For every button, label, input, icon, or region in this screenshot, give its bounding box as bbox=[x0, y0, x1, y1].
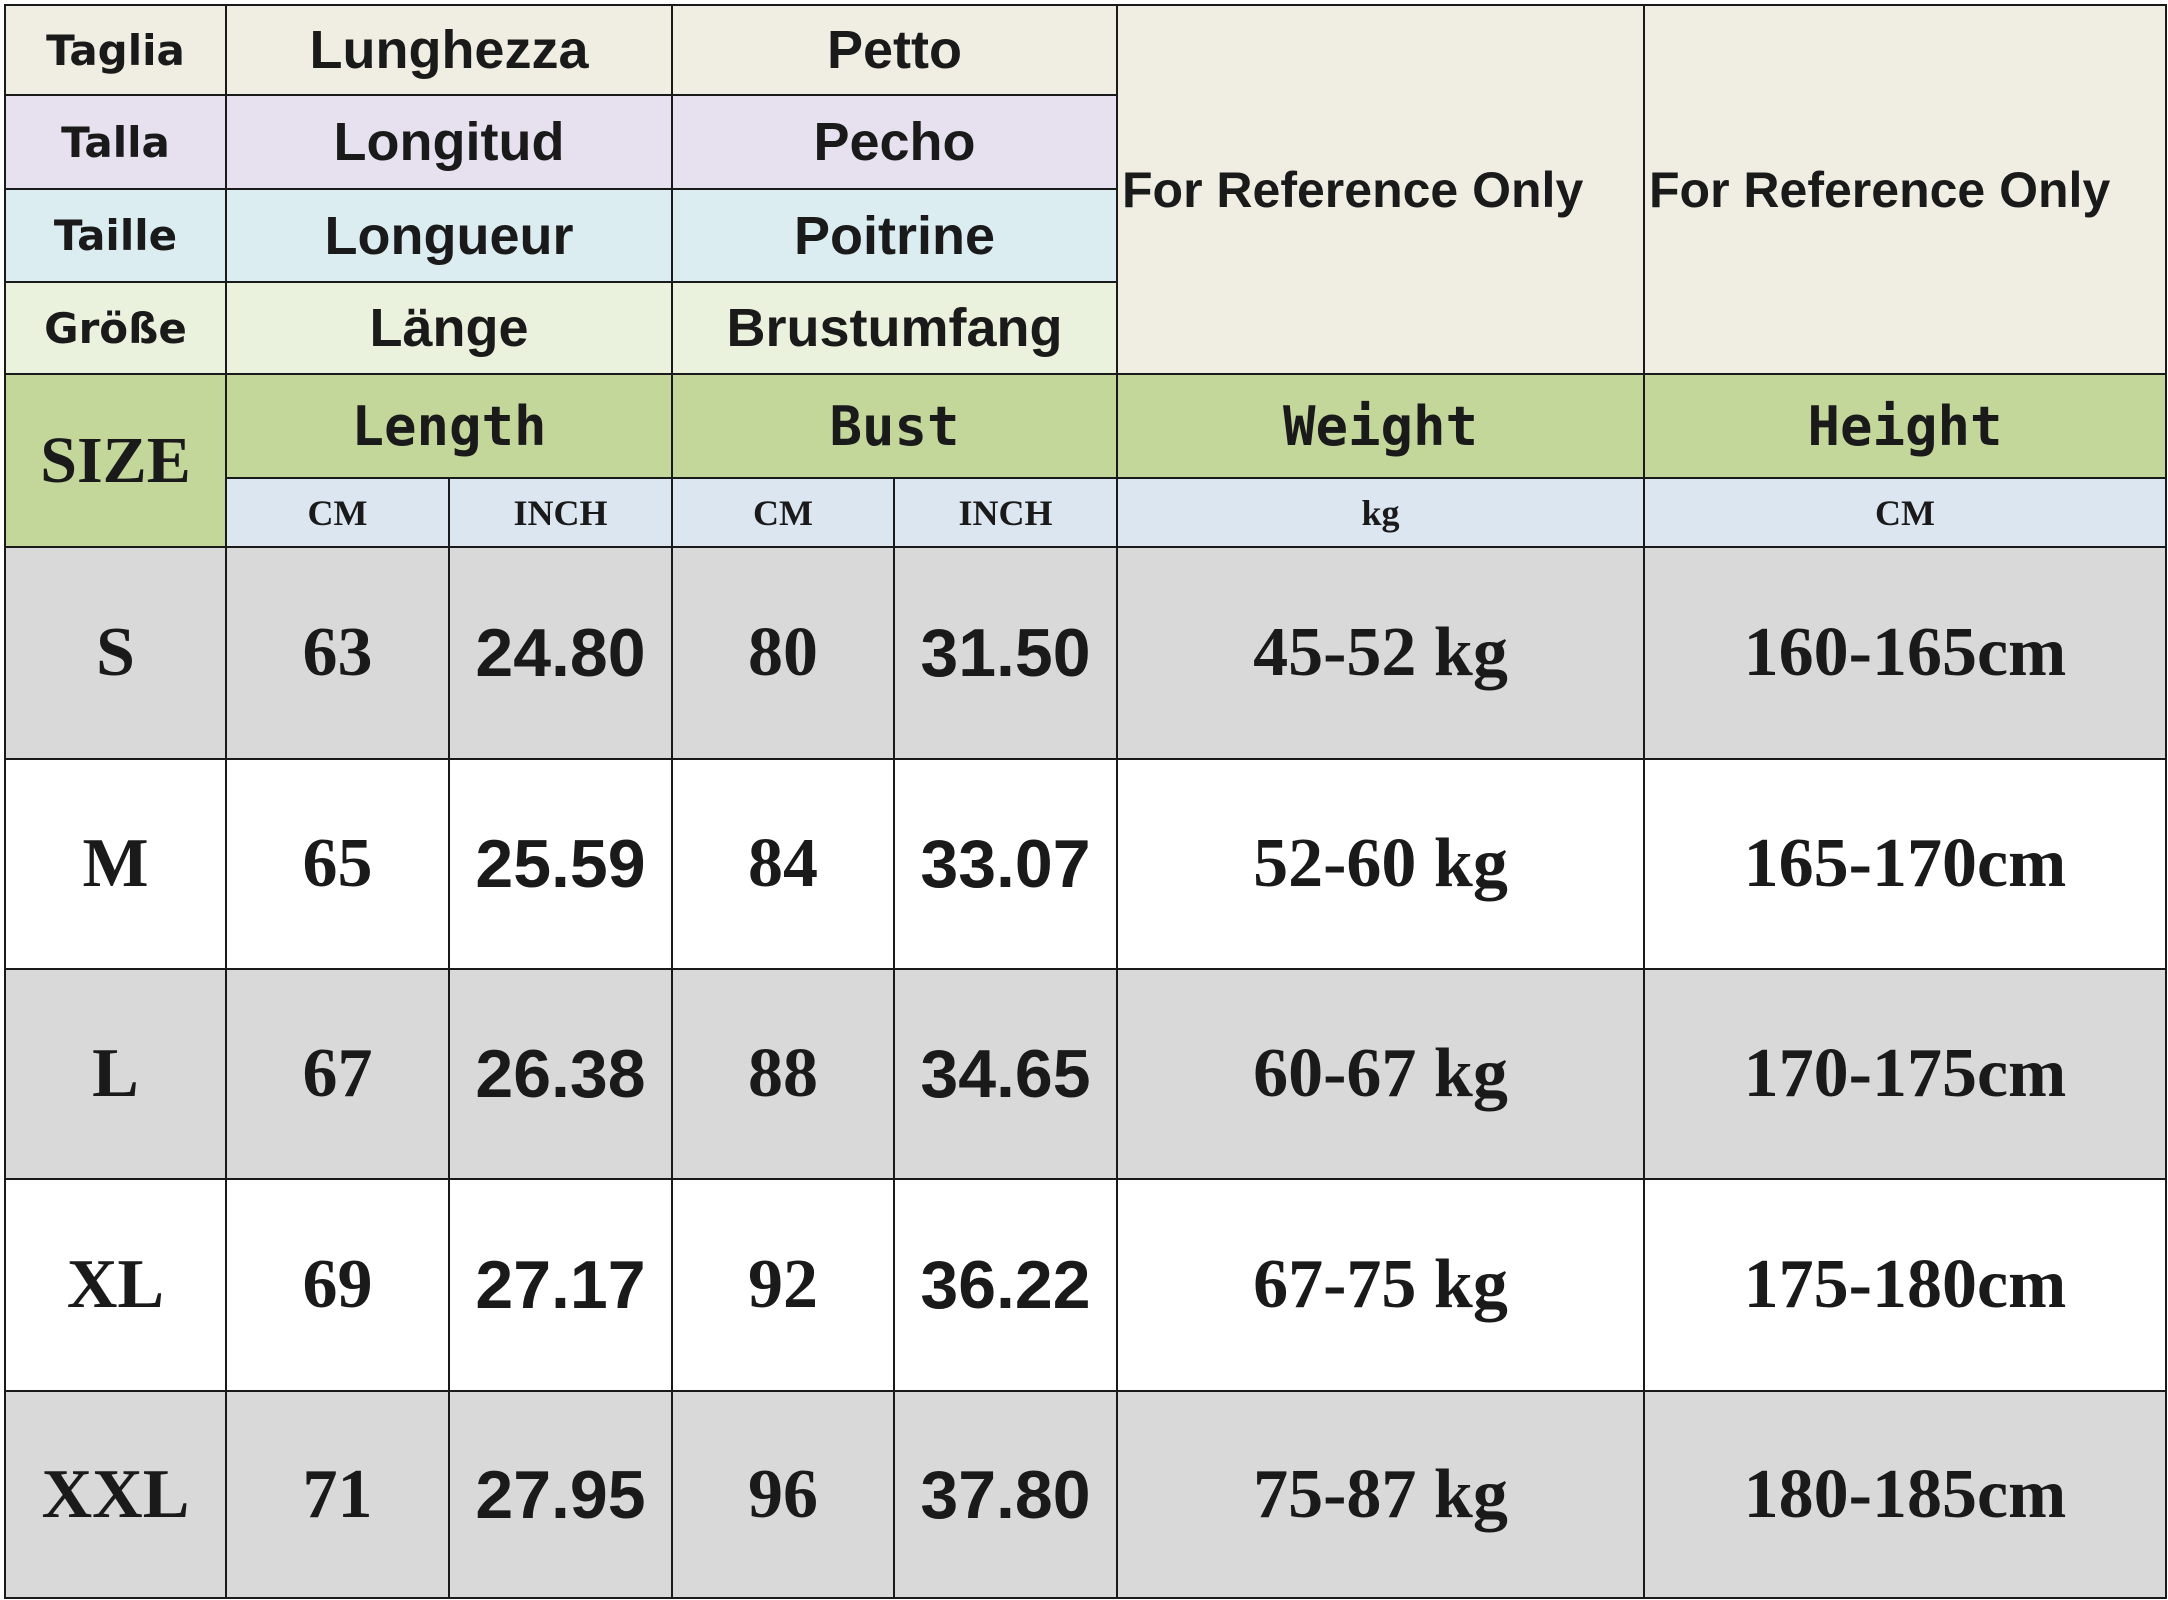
value-cell: 92 bbox=[671, 1178, 895, 1392]
value-cell: 24.80 bbox=[448, 546, 673, 760]
language-size-label: Größe bbox=[4, 281, 227, 375]
value-cell: 80 bbox=[671, 546, 895, 760]
value-cell: 33.07 bbox=[893, 758, 1118, 970]
value-cell: 69 bbox=[225, 1178, 450, 1392]
value-cell: 88 bbox=[671, 968, 895, 1180]
size-cell: XL bbox=[4, 1178, 227, 1392]
value-cell: 63 bbox=[225, 546, 450, 760]
column-header: Length bbox=[225, 373, 673, 479]
value-cell: 65 bbox=[225, 758, 450, 970]
language-size-label: Talla bbox=[4, 94, 227, 190]
language-length-label: Lunghezza bbox=[225, 4, 673, 96]
value-cell: 67-75 kg bbox=[1116, 1178, 1645, 1392]
size-header: SIZE bbox=[4, 373, 227, 548]
language-length-label: Longitud bbox=[225, 94, 673, 190]
value-cell: 96 bbox=[671, 1390, 895, 1599]
unit-header: CM bbox=[1643, 477, 2167, 548]
value-cell: 37.80 bbox=[893, 1390, 1118, 1599]
column-header: Weight bbox=[1116, 373, 1645, 479]
value-cell: 27.17 bbox=[448, 1178, 673, 1392]
size-cell: XXL bbox=[4, 1390, 227, 1599]
value-cell: 67 bbox=[225, 968, 450, 1180]
reference-note: For Reference Only bbox=[1643, 4, 2167, 375]
value-cell: 52-60 kg bbox=[1116, 758, 1645, 970]
unit-header: CM bbox=[671, 477, 895, 548]
value-cell: 45-52 kg bbox=[1116, 546, 1645, 760]
size-cell: S bbox=[4, 546, 227, 760]
column-header: Bust bbox=[671, 373, 1118, 479]
value-cell: 60-67 kg bbox=[1116, 968, 1645, 1180]
reference-note: For Reference Only bbox=[1116, 4, 1645, 375]
language-bust-label: Brustumfang bbox=[671, 281, 1118, 375]
unit-header: INCH bbox=[893, 477, 1118, 548]
unit-header: kg bbox=[1116, 477, 1645, 548]
value-cell: 31.50 bbox=[893, 546, 1118, 760]
value-cell: 180-185cm bbox=[1643, 1390, 2167, 1599]
column-header: Height bbox=[1643, 373, 2167, 479]
value-cell: 27.95 bbox=[448, 1390, 673, 1599]
unit-header: INCH bbox=[448, 477, 673, 548]
language-size-label: Taglia bbox=[4, 4, 227, 96]
language-length-label: Länge bbox=[225, 281, 673, 375]
language-size-label: Taille bbox=[4, 188, 227, 283]
value-cell: 160-165cm bbox=[1643, 546, 2167, 760]
value-cell: 71 bbox=[225, 1390, 450, 1599]
value-cell: 175-180cm bbox=[1643, 1178, 2167, 1392]
value-cell: 75-87 kg bbox=[1116, 1390, 1645, 1599]
unit-header: CM bbox=[225, 477, 450, 548]
value-cell: 170-175cm bbox=[1643, 968, 2167, 1180]
value-cell: 25.59 bbox=[448, 758, 673, 970]
value-cell: 34.65 bbox=[893, 968, 1118, 1180]
language-bust-label: Poitrine bbox=[671, 188, 1118, 283]
value-cell: 165-170cm bbox=[1643, 758, 2167, 970]
value-cell: 26.38 bbox=[448, 968, 673, 1180]
language-bust-label: Petto bbox=[671, 4, 1118, 96]
value-cell: 36.22 bbox=[893, 1178, 1118, 1392]
value-cell: 84 bbox=[671, 758, 895, 970]
size-cell: M bbox=[4, 758, 227, 970]
size-cell: L bbox=[4, 968, 227, 1180]
language-length-label: Longueur bbox=[225, 188, 673, 283]
language-bust-label: Pecho bbox=[671, 94, 1118, 190]
